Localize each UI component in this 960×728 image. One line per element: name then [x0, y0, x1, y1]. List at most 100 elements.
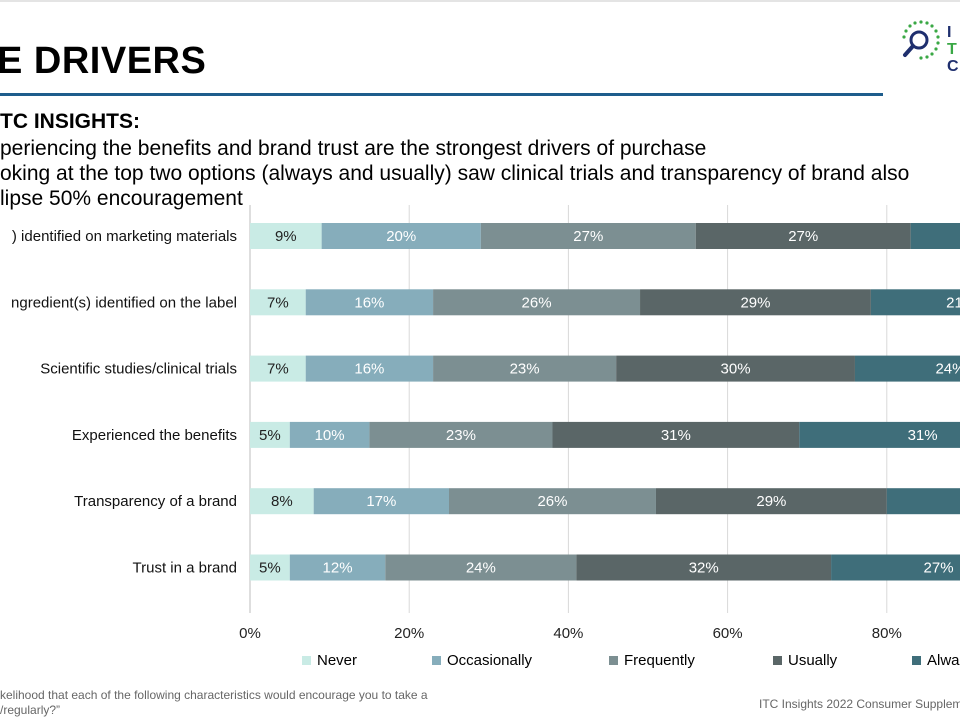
legend-item: Never: [302, 652, 357, 669]
bar-segment: [640, 289, 871, 316]
x-tick-label: 20%: [394, 625, 424, 642]
legend-swatch: [432, 656, 441, 665]
data-label: 8%: [271, 493, 293, 510]
bar-segment: [250, 554, 290, 581]
data-label: 7%: [267, 294, 289, 311]
data-label: 30%: [721, 361, 751, 378]
data-label: 7%: [267, 361, 289, 378]
data-label: 27%: [924, 560, 954, 577]
category-label: Scientific studies/clinical trials: [40, 361, 237, 378]
bar-segment: [313, 488, 449, 515]
stacked-bar-chart: 0% 20% 40% 60% 80% ) identified on marketing …: [11, 205, 960, 642]
x-tick-label: 40%: [553, 625, 583, 642]
data-label: 5%: [259, 427, 281, 444]
data-label: 32%: [689, 560, 719, 577]
bar-segment: [695, 223, 911, 249]
bar-segment: [886, 488, 960, 515]
data-label: 17%: [366, 493, 396, 510]
bar-segment: [250, 355, 306, 382]
bar-segment: [385, 554, 577, 581]
data-label: 27%: [573, 228, 603, 245]
x-tick-label: 80%: [872, 625, 902, 642]
bar-segment: [250, 421, 290, 448]
data-label: 29%: [740, 294, 770, 311]
data-label: 16%: [354, 361, 384, 378]
data-label: 21: [946, 294, 960, 311]
legend-label: Never: [317, 652, 358, 669]
top-rule: [0, 0, 960, 2]
data-label: 10%: [315, 427, 345, 444]
slide-title: E DRIVERS: [0, 40, 207, 82]
bar-segment: [433, 289, 641, 316]
data-label: 26%: [522, 294, 552, 311]
data-label: 31%: [661, 427, 691, 444]
footnote-line: /regularly?”: [0, 703, 61, 717]
x-tick-label: 0%: [239, 625, 261, 642]
category-label: Trust in a brand: [133, 560, 238, 577]
insight-line: lipse 50% encouragement: [0, 187, 243, 210]
footnote: kelihood that each of the following char…: [0, 688, 428, 718]
x-tick-label: 60%: [713, 625, 743, 642]
category-label: ) identified on marketing materials: [12, 228, 237, 245]
bar-segment: [870, 289, 960, 316]
bar-segment: [854, 355, 960, 382]
itc-logo: I T C: [896, 16, 960, 72]
category-label: ngredient(s) identified on the label: [11, 294, 237, 311]
legend-label: Usually: [788, 652, 838, 669]
insight-line: periencing the benefits and brand trust …: [0, 137, 707, 160]
legend-swatch: [773, 656, 782, 665]
bar-segment: [799, 421, 960, 448]
bar-segment: [449, 488, 656, 515]
legend-label: Occasionally: [447, 652, 533, 669]
data-label: 29%: [756, 493, 786, 510]
legend-swatch: [912, 656, 921, 665]
data-label: 24%: [466, 560, 496, 577]
bar-segment: [616, 355, 855, 382]
magnifier-icon: [902, 20, 940, 60]
bar-segment: [369, 421, 553, 448]
data-label: 24%: [935, 361, 960, 378]
data-label: 23%: [446, 427, 476, 444]
data-label: 16%: [354, 294, 384, 311]
legend-item: Usually: [773, 652, 837, 669]
data-label: 23%: [510, 361, 540, 378]
legend-item: Alwa: [912, 652, 960, 669]
legend-item: Frequently: [609, 652, 695, 669]
logo-letter-2: T: [947, 41, 957, 58]
insights-heading: TC INSIGHTS:: [0, 110, 140, 133]
bar-segment: [552, 421, 800, 448]
bar-segment: [433, 355, 617, 382]
insight-line: oking at the top two options (always and…: [0, 162, 910, 185]
footnote-line: kelihood that each of the following char…: [0, 688, 428, 702]
legend-label: Frequently: [624, 652, 695, 669]
bar-segment: [305, 289, 434, 316]
data-label: 9%: [275, 228, 297, 245]
data-label: 5%: [259, 560, 281, 577]
bar-segment: [305, 355, 434, 382]
legend-swatch: [609, 656, 618, 665]
bar-segment: [480, 223, 696, 249]
data-label: 12%: [323, 560, 353, 577]
title-underline: [0, 93, 883, 96]
chart-legend: Never Occasionally Frequently Usually Alwa: [0, 652, 960, 674]
data-label: 20%: [386, 228, 416, 245]
bar-segment: [250, 223, 322, 249]
logo-letter-1: I: [947, 24, 952, 41]
category-label: Experienced the benefits: [72, 427, 237, 444]
bar-segment: [250, 488, 314, 515]
bar-segment: [910, 223, 960, 249]
bar-segment: [289, 554, 386, 581]
bar-segment: [576, 554, 832, 581]
legend-swatch: [302, 656, 311, 665]
source-note: ITC Insights 2022 Consumer Suppleme: [759, 697, 960, 711]
bar-segment: [321, 223, 481, 249]
category-label: Transparency of a brand: [74, 493, 237, 510]
logo-letter-3: C: [947, 58, 959, 72]
bar-segment: [250, 289, 306, 316]
bar-segment: [655, 488, 887, 515]
bar-segment: [831, 554, 960, 581]
legend-label: Alwa: [927, 652, 960, 669]
legend-item: Occasionally: [432, 652, 532, 669]
data-label: 27%: [788, 228, 818, 245]
bar-segment: [289, 421, 370, 448]
